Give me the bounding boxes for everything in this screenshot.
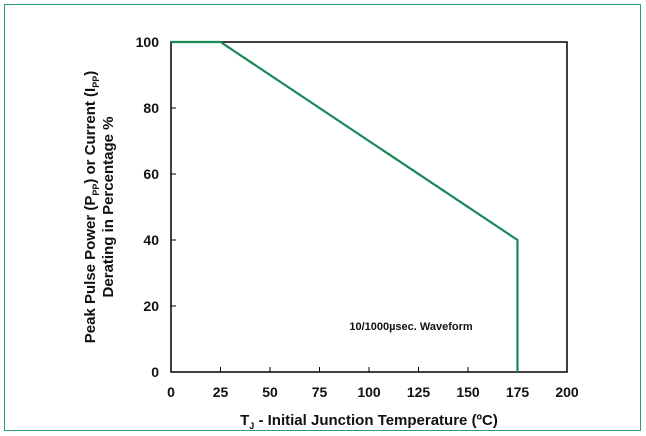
x-axis-title-sub: J xyxy=(249,421,254,431)
y-axis-title-subscript: PP xyxy=(91,184,101,196)
x-tick-label: 200 xyxy=(555,384,579,400)
y-tick-label: 60 xyxy=(143,166,159,182)
series-group xyxy=(171,40,519,372)
x-axis-ticks: 0 25 50 75 100 125 150 175 200 xyxy=(167,367,579,400)
x-axis-title-main: T xyxy=(240,412,249,429)
series-line xyxy=(171,40,519,372)
y-tick-label: 40 xyxy=(143,232,159,248)
waveform-annotation: 10/1000µsec. Waveform xyxy=(349,321,473,333)
y-tick-label: 100 xyxy=(136,34,160,50)
y-axis-title-subscript: PP xyxy=(91,76,101,88)
y-axis-title-line2: Derating in Percentage % xyxy=(100,117,117,298)
y-axis-title: Peak Pulse Power (PPP) or Current (IPP) … xyxy=(82,71,117,343)
x-tick-label: 100 xyxy=(357,384,381,400)
x-tick-label: 150 xyxy=(456,384,480,400)
x-tick-label: 125 xyxy=(407,384,431,400)
x-tick-label: 50 xyxy=(262,384,278,400)
y-axis-title-line1: Peak Pulse Power (PPP) or Current (IPP) xyxy=(82,71,101,343)
x-axis-title-rest: - Initial Junction Temperature (ºC) xyxy=(254,412,498,429)
y-tick-label: 20 xyxy=(143,298,159,314)
y-axis-title-text: ) xyxy=(82,71,99,76)
x-tick-label: 25 xyxy=(213,384,229,400)
y-axis-ticks: 0 20 40 60 80 100 xyxy=(136,34,176,380)
y-tick-label: 80 xyxy=(143,100,159,116)
y-axis-title-text: Peak Pulse Power (P xyxy=(82,196,99,344)
x-tick-label: 0 xyxy=(167,384,175,400)
x-axis-title: TJ - Initial Junction Temperature (ºC) xyxy=(240,412,498,431)
y-tick-label: 0 xyxy=(151,364,159,380)
y-axis-title-text: ) or Current (I xyxy=(82,88,99,184)
chart-frame xyxy=(4,4,641,431)
x-tick-label: 175 xyxy=(506,384,530,400)
x-tick-label: 75 xyxy=(312,384,328,400)
